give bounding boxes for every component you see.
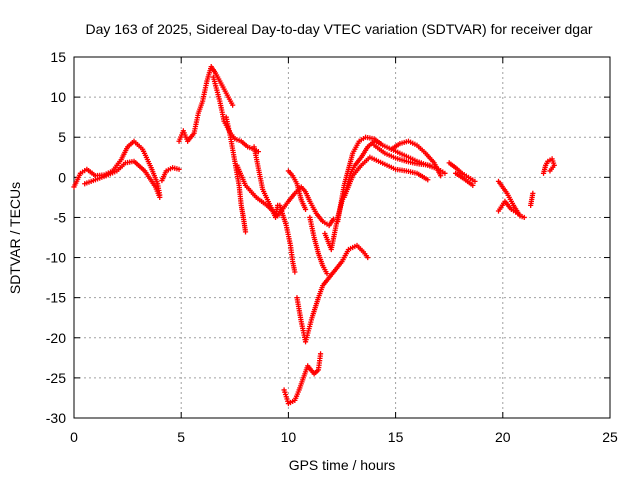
y-tick-label: -25 [46,370,66,386]
data-point [425,177,431,183]
y-tick-label: 5 [58,129,66,145]
series-track-r [388,138,444,179]
data-point [157,194,163,200]
grid-lines [74,57,610,418]
data-point [230,102,236,108]
y-tick-label: 10 [50,89,66,105]
x-tick-labels: 0 5 10 15 20 25 [70,429,618,445]
x-tick-label: 25 [602,429,618,445]
y-tick-label: -30 [46,410,66,426]
chart-title: Day 163 of 2025, Sidereal Day-to-day VTE… [85,21,592,37]
data-point [442,170,448,176]
data-point [281,387,287,393]
data-point [302,206,309,213]
series-track-d [176,64,236,144]
y-tick-label: -5 [54,209,67,225]
series-track-a [71,138,163,198]
series-track-v [495,198,521,217]
x-tick-label: 0 [70,429,78,445]
x-tick-label: 15 [388,429,404,445]
y-tick-label: -20 [46,330,66,346]
series-track-j [285,168,309,213]
x-tick-label: 20 [495,429,511,445]
series-track-x [540,156,557,176]
series-track-e [210,74,261,155]
y-tick-labels: 15 10 5 0 -5 -10 -15 -20 -25 -30 [46,49,66,426]
data-point [427,162,433,168]
series-track-q [371,142,433,168]
y-tick-label: -10 [46,250,66,266]
x-tick-label: 5 [177,429,185,445]
series-track-m [281,351,324,407]
data-point [530,190,536,196]
y-tick-label: 0 [58,169,66,185]
y-tick-label: 15 [50,49,66,65]
y-tick-label: -15 [46,290,66,306]
plot-frame [73,56,611,419]
data-point [515,210,521,217]
data-point [521,214,527,221]
series-track-i [277,202,298,275]
data-point [176,166,182,172]
series-track-t [453,170,476,188]
data-point [324,271,330,277]
data-point [438,173,444,179]
series-track-h [251,144,281,221]
data-point [547,168,553,174]
data-points [71,64,557,407]
x-axis-label: GPS time / hours [289,457,396,473]
series-track-l [307,214,330,277]
data-point [472,178,478,184]
series-track-f [223,114,249,235]
series-track-b [82,158,163,200]
data-point [292,269,298,275]
series-track-s [446,160,478,184]
series-track-k [294,242,371,345]
data-point [470,182,476,188]
x-tick-label: 10 [281,429,297,445]
series-track-p [341,154,431,200]
y-axis-label: SDTVAR / TECUs [7,182,23,294]
data-point [365,254,371,261]
series-track-g [234,162,337,229]
series-track-c [159,165,182,184]
axis-ticks [73,56,611,419]
series-track-w [528,190,536,209]
series-track-u [495,178,527,221]
data-point [242,229,249,235]
